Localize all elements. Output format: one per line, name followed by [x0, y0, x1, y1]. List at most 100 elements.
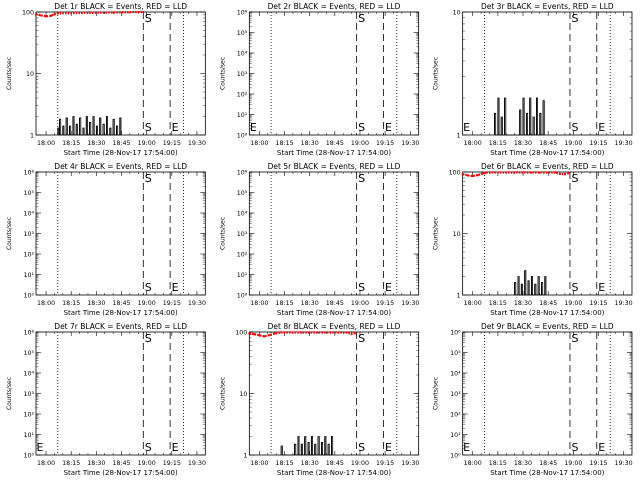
x-tick-label: 19:30	[401, 300, 419, 307]
x-tick-label: 19:30	[188, 460, 206, 467]
lld-point	[263, 335, 266, 338]
detector-panel-9: Det 9r BLACK = Events, RED = LLD Start Ti…	[433, 322, 633, 477]
lld-point	[553, 171, 556, 174]
lld-point	[476, 174, 479, 177]
x-tick-label: 19:00	[138, 300, 156, 307]
y-tick-label: 10	[26, 71, 34, 78]
y-tick-label: 10⁴	[237, 51, 248, 58]
marker-label: S	[358, 281, 365, 294]
detector-panel-3: Det 3r BLACK = Events, RED = LLD Start Ti…	[433, 2, 633, 157]
lld-point	[53, 13, 56, 16]
x-tick-label: 18:15	[62, 460, 80, 467]
panel-title: Det 2r BLACK = Events, RED = LLD	[268, 2, 401, 11]
y-axis-label: Counts/sec	[6, 217, 13, 250]
lld-point	[44, 15, 48, 18]
detector-panel-2: Det 2r BLACK = Events, RED = LLD Start Ti…	[219, 2, 419, 157]
y-tick-label: 10⁰	[450, 453, 461, 460]
x-tick-label: 18:30	[301, 140, 319, 147]
y-tick-label: 10⁵	[23, 350, 34, 357]
y-tick-label: 1	[30, 133, 34, 140]
lld-series-line	[462, 171, 569, 178]
x-tick-label: 18:15	[489, 300, 507, 307]
y-tick-label: 10⁰	[23, 293, 34, 300]
marker-label: E	[385, 441, 392, 454]
marker-label: E	[385, 281, 392, 294]
x-tick-label: 18:15	[275, 460, 293, 467]
y-tick-label: 10²	[23, 412, 34, 419]
lld-point	[56, 12, 59, 15]
plot-frame	[35, 171, 206, 296]
y-tick-label: 10³	[23, 231, 34, 238]
lld-point	[485, 171, 488, 174]
x-tick-label: 18:45	[326, 300, 344, 307]
lld-point	[471, 174, 474, 178]
detector-panel-1: Det 1r BLACK = Events, RED = LLD Start Ti…	[6, 2, 206, 157]
y-tick-label: 10²	[237, 252, 248, 259]
y-tick-label: 1	[457, 293, 461, 300]
marker-label-top: S	[358, 172, 365, 185]
x-axis-label: Start Time (28-Nov-17 17:54:00)	[277, 469, 391, 477]
marker-label: S	[145, 121, 152, 134]
x-tick-label: 19:30	[615, 300, 633, 307]
x-tick-label: 19:00	[564, 460, 582, 467]
panel-title: Det 7r BLACK = Events, RED = LLD	[54, 322, 187, 331]
marker-label: E	[385, 121, 392, 134]
x-tick-label: 18:45	[539, 460, 557, 467]
marker-label: E	[37, 441, 44, 454]
y-tick-label: 10⁴	[237, 211, 248, 218]
detector-panel-8: Det 8r BLACK = Events, RED = LLD Start Ti…	[219, 322, 419, 477]
x-tick-label: 18:30	[87, 300, 105, 307]
x-tick-label: 18:15	[489, 140, 507, 147]
marker-label-top: S	[571, 172, 578, 185]
detector-panel-6: Det 6r BLACK = Events, RED = LLD Start Ti…	[433, 162, 633, 317]
x-axis-label: Start Time (28-Nov-17 17:54:00)	[277, 149, 391, 157]
lld-point	[567, 171, 570, 175]
x-tick-label: 18:15	[62, 140, 80, 147]
plot-frame	[462, 11, 633, 136]
panel-title: Det 8r BLACK = Events, RED = LLD	[268, 322, 401, 331]
x-axis-label: Start Time (28-Nov-17 17:54:00)	[64, 309, 178, 317]
x-tick-label: 18:00	[250, 140, 268, 147]
x-tick-label: 19:15	[163, 460, 181, 467]
plot-frame	[462, 331, 633, 456]
x-tick-label: 18:15	[489, 460, 507, 467]
y-tick-label: 10²	[23, 252, 34, 259]
y-tick-label: 10¹	[237, 272, 248, 279]
lld-point	[268, 334, 271, 337]
y-tick-label: 100	[449, 170, 461, 177]
y-tick-label: 10⁵	[450, 350, 461, 357]
lld-point	[273, 332, 276, 335]
marker-label-top: S	[145, 332, 152, 345]
y-tick-label: 10¹	[23, 272, 34, 279]
plot-frame	[462, 171, 633, 296]
y-tick-label: 10³	[450, 391, 461, 398]
x-tick-label: 18:00	[464, 140, 482, 147]
y-tick-label: 10⁶	[23, 330, 34, 337]
y-axis-label: Counts/sec	[433, 57, 440, 90]
y-tick-label: 10⁶	[23, 170, 34, 177]
plot-frame	[248, 171, 420, 296]
x-tick-label: 18:45	[112, 140, 130, 147]
detector-panel-4: Det 4r BLACK = Events, RED = LLD Start Ti…	[6, 162, 206, 317]
x-tick-label: 19:00	[351, 140, 369, 147]
x-tick-label: 19:00	[351, 300, 369, 307]
x-tick-label: 18:30	[514, 460, 532, 467]
panel-title: Det 4r BLACK = Events, RED = LLD	[54, 162, 187, 171]
x-tick-label: 19:30	[188, 140, 206, 147]
x-tick-label: 19:30	[615, 460, 633, 467]
y-tick-label: 10²	[237, 92, 248, 99]
x-tick-label: 18:00	[37, 460, 55, 467]
panel-title: Det 5r BLACK = Events, RED = LLD	[268, 162, 401, 171]
marker-label: S	[358, 441, 365, 454]
y-tick-label: 1	[243, 453, 247, 460]
y-tick-label: 100	[235, 330, 247, 337]
y-tick-label: 10⁰	[237, 293, 248, 300]
y-tick-label: 10⁶	[450, 330, 461, 337]
x-tick-label: 19:15	[589, 140, 607, 147]
x-tick-label: 19:15	[163, 140, 181, 147]
plot-frame	[248, 11, 420, 136]
marker-label-top: S	[358, 332, 365, 345]
lld-point	[350, 332, 353, 336]
x-axis-label: Start Time (28-Nov-17 17:54:00)	[277, 309, 391, 317]
lld-point	[258, 334, 261, 337]
